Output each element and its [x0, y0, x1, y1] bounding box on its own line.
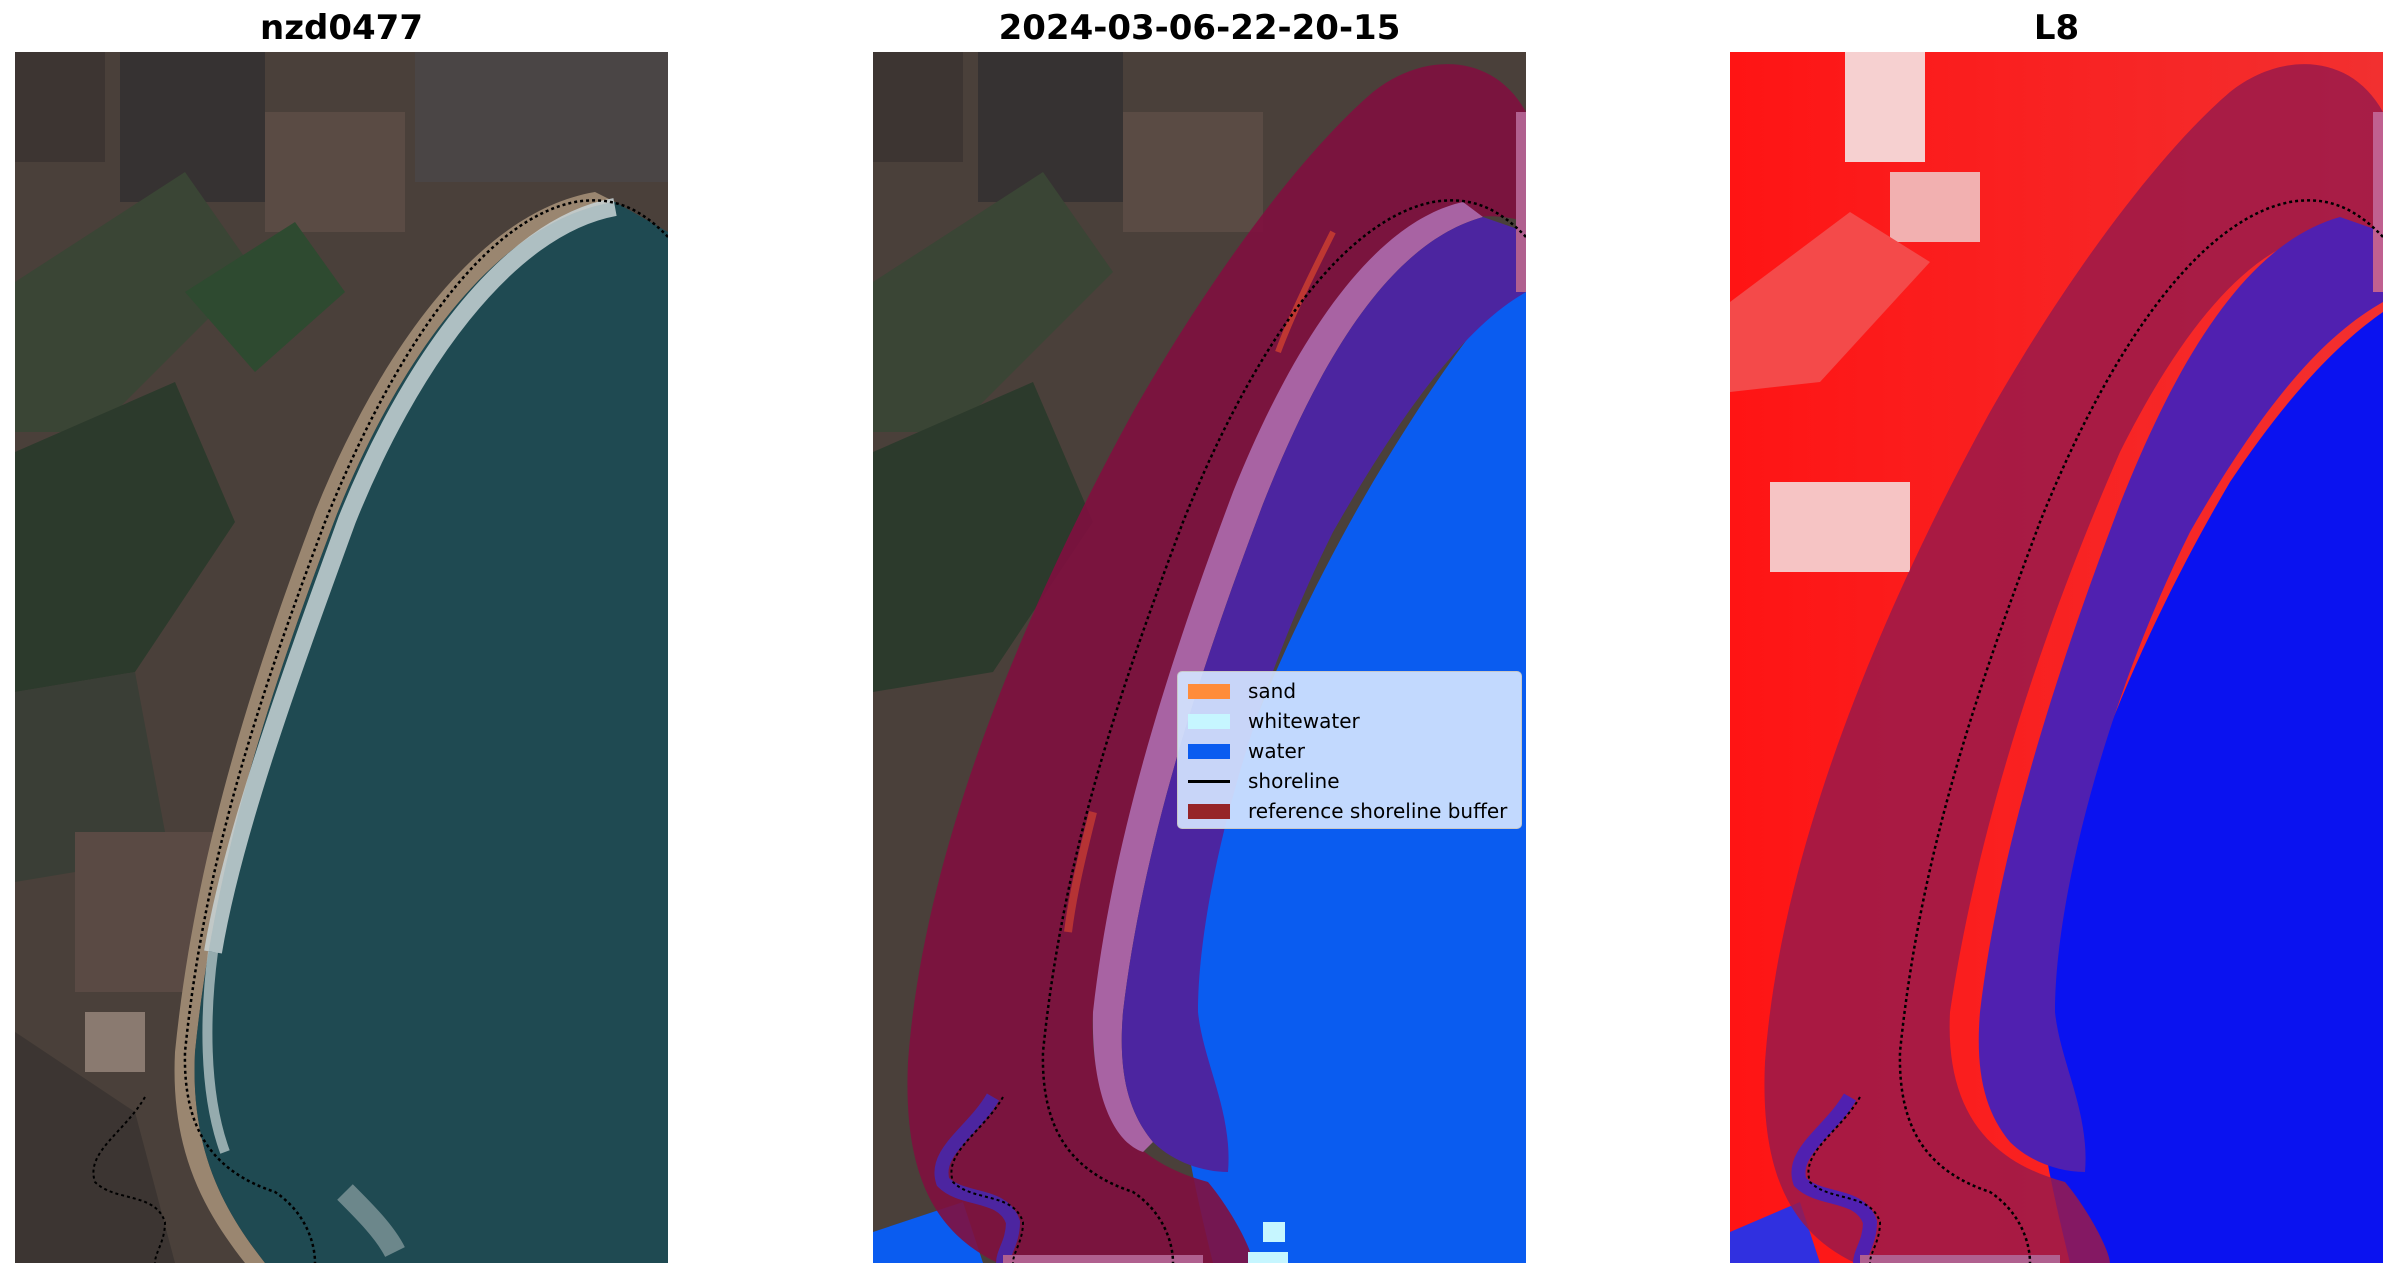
- legend-swatch-water: [1188, 743, 1230, 759]
- legend: sand whitewater water shoreline referenc…: [1177, 671, 1522, 829]
- classification-image: [873, 52, 1526, 1263]
- legend-swatch-whitewater: [1188, 713, 1230, 729]
- panel-title-classification: 2024-03-06-22-20-15: [998, 8, 1401, 48]
- legend-item-sand: sand: [1188, 676, 1511, 706]
- rgb-satellite-image: [15, 52, 668, 1263]
- legend-swatch-buffer: [1188, 803, 1230, 819]
- legend-line-shoreline: [1188, 779, 1230, 783]
- legend-item-shoreline: shoreline: [1188, 766, 1511, 796]
- legend-label-sand: sand: [1248, 679, 1297, 703]
- legend-label-shoreline: shoreline: [1248, 769, 1340, 793]
- legend-label-buffer: reference shoreline buffer: [1248, 799, 1508, 823]
- legend-item-buffer: reference shoreline buffer: [1188, 796, 1511, 826]
- panel-title-rgb: nzd0477: [260, 8, 423, 48]
- legend-label-water: water: [1248, 739, 1305, 763]
- legend-item-whitewater: whitewater: [1188, 706, 1511, 736]
- legend-label-whitewater: whitewater: [1248, 709, 1360, 733]
- panel-title-index: L8: [2033, 8, 2080, 48]
- legend-item-water: water: [1188, 736, 1511, 766]
- legend-swatch-sand: [1188, 683, 1230, 699]
- index-image: [1730, 52, 2383, 1263]
